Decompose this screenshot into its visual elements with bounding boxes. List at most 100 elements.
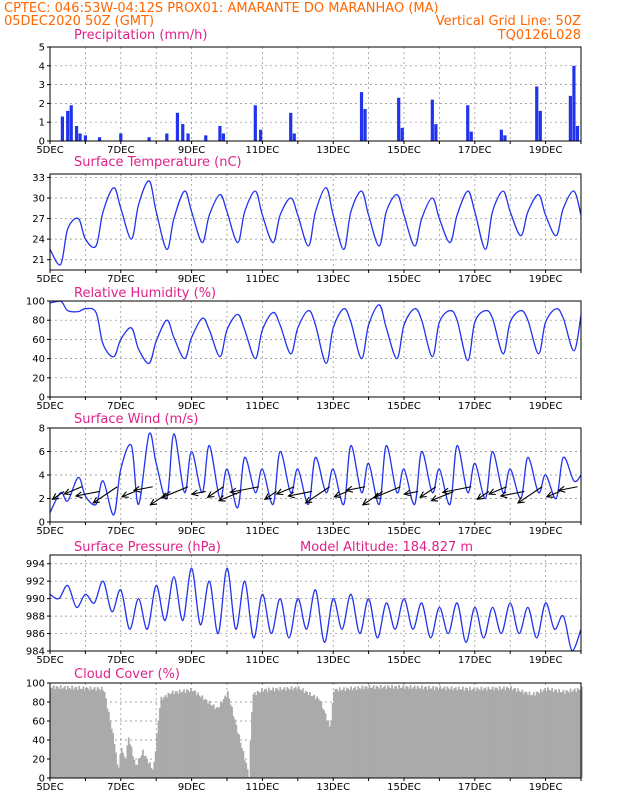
cloud-bar — [367, 689, 369, 778]
precip-bar — [572, 65, 576, 141]
cloud-bar — [365, 686, 368, 778]
cloud-bar — [355, 690, 358, 778]
cloud-bar — [276, 688, 279, 778]
cloud-bar — [463, 690, 466, 778]
precip-bar — [253, 105, 257, 141]
cloud-cover-frame — [49, 682, 582, 779]
x-tick-label: 5DEC — [36, 526, 63, 537]
cloud-bar — [119, 754, 122, 778]
cloud-bar — [253, 692, 256, 778]
x-tick-label: 5DEC — [36, 274, 63, 285]
x-tick-label: 9DEC — [178, 655, 205, 666]
cloud-bar — [437, 689, 440, 778]
cloud-bar — [293, 687, 296, 778]
cloud-bar — [493, 690, 495, 778]
cloud-bar — [514, 688, 517, 778]
precip-bar — [186, 133, 190, 141]
cloud-bar — [66, 686, 69, 778]
cloud-bar — [429, 688, 432, 778]
precip-bar — [538, 110, 542, 141]
cloud-bar — [147, 763, 150, 778]
x-tick-label: 11DEC — [246, 655, 280, 666]
wind-arrow — [275, 486, 295, 496]
cloud-bar — [334, 688, 337, 778]
cloud-bar — [338, 687, 341, 778]
cloud-bar — [503, 686, 505, 778]
wind-arrow — [92, 486, 118, 504]
cloud-bar — [556, 692, 559, 778]
wind-arrow — [430, 490, 454, 502]
precip-bar — [204, 135, 208, 141]
cloud-bar — [115, 752, 117, 778]
cloud-bar — [535, 691, 538, 778]
x-tick-label: 17DEC — [458, 401, 492, 412]
cloud-bar — [290, 686, 293, 778]
cloud-bar — [132, 756, 134, 778]
pressure-title: Surface Pressure (hPa) — [74, 540, 221, 555]
y-tick-label: 0 — [39, 393, 45, 404]
cloud-bar — [187, 690, 190, 778]
cloud-bar — [296, 690, 299, 778]
precip-bar — [60, 116, 64, 141]
cloud-bar — [558, 688, 561, 778]
x-tick-label: 9DEC — [178, 145, 205, 156]
cloud-bar — [324, 713, 327, 778]
wind-arrow — [419, 486, 437, 498]
cloud-bar — [459, 689, 461, 778]
cloud-bar — [370, 687, 372, 778]
cloud-bar — [234, 719, 236, 778]
cloud-bar — [337, 691, 340, 778]
y-tick-label: 992 — [26, 577, 45, 588]
cloud-bar — [360, 688, 362, 778]
cloud-bar — [285, 690, 287, 778]
cloud-bar — [156, 733, 158, 778]
cloud-bar — [411, 688, 413, 778]
precipitation-panel: 0 1 2 3 4 5 5DEC 7DEC 9DEC 11DEC 13DEC 15DEC 17DEC 19… — [36, 43, 582, 156]
cloud-bar — [510, 685, 512, 778]
wind-arrow — [63, 486, 83, 496]
y-tick-label: 2 — [39, 494, 45, 505]
cloud-bar — [454, 687, 457, 778]
cloud-bar — [481, 690, 484, 778]
x-tick-label: 13DEC — [316, 526, 350, 537]
cloud-bar — [64, 686, 66, 778]
cloud-bar — [266, 691, 269, 778]
y-tick-label: 100 — [26, 679, 45, 690]
cloud-bar — [565, 690, 568, 778]
cloud-bar — [113, 744, 116, 778]
cloud-bar — [252, 694, 255, 778]
temp-title: Surface Temperature (nC) — [74, 155, 242, 170]
precip-bar — [400, 127, 404, 141]
cloud-bar — [490, 689, 493, 778]
cloud-bar — [255, 695, 258, 778]
cloud-bar — [227, 691, 229, 778]
cloud-bar — [125, 758, 127, 778]
y-tick-label: 8 — [39, 424, 45, 435]
cloud-bar — [204, 698, 207, 778]
cloud-bar — [487, 686, 490, 778]
cloud-bar — [462, 686, 464, 778]
cloud-bar — [188, 691, 191, 778]
cloud-bar — [241, 748, 243, 778]
cloud-bar — [112, 733, 115, 778]
cloud-bar — [428, 685, 430, 778]
y-tick-label: 30 — [32, 194, 45, 205]
y-tick-label: 986 — [26, 629, 45, 640]
cloud-bar — [150, 767, 153, 778]
x-tick-label: 13DEC — [316, 145, 350, 156]
cloud-bar — [302, 688, 304, 778]
cloud-bar — [378, 688, 381, 778]
humidity-panel: 0 20 40 60 80 100 5DEC 7DEC 9DEC 11DEC 13DEC 15DEC 1… — [26, 297, 582, 412]
cloud-bar — [382, 686, 385, 778]
precip-bar — [147, 137, 151, 141]
cloud-bar — [374, 689, 376, 778]
precip-bar — [78, 133, 82, 141]
cloud-bar — [442, 688, 444, 778]
cloud-bar — [277, 690, 280, 778]
y-tick-label: 1 — [39, 118, 45, 129]
cloud-bar — [79, 688, 82, 778]
cloud-bar — [436, 687, 439, 778]
cloud-bar — [559, 692, 562, 778]
x-tick-label: 15DEC — [387, 401, 421, 412]
